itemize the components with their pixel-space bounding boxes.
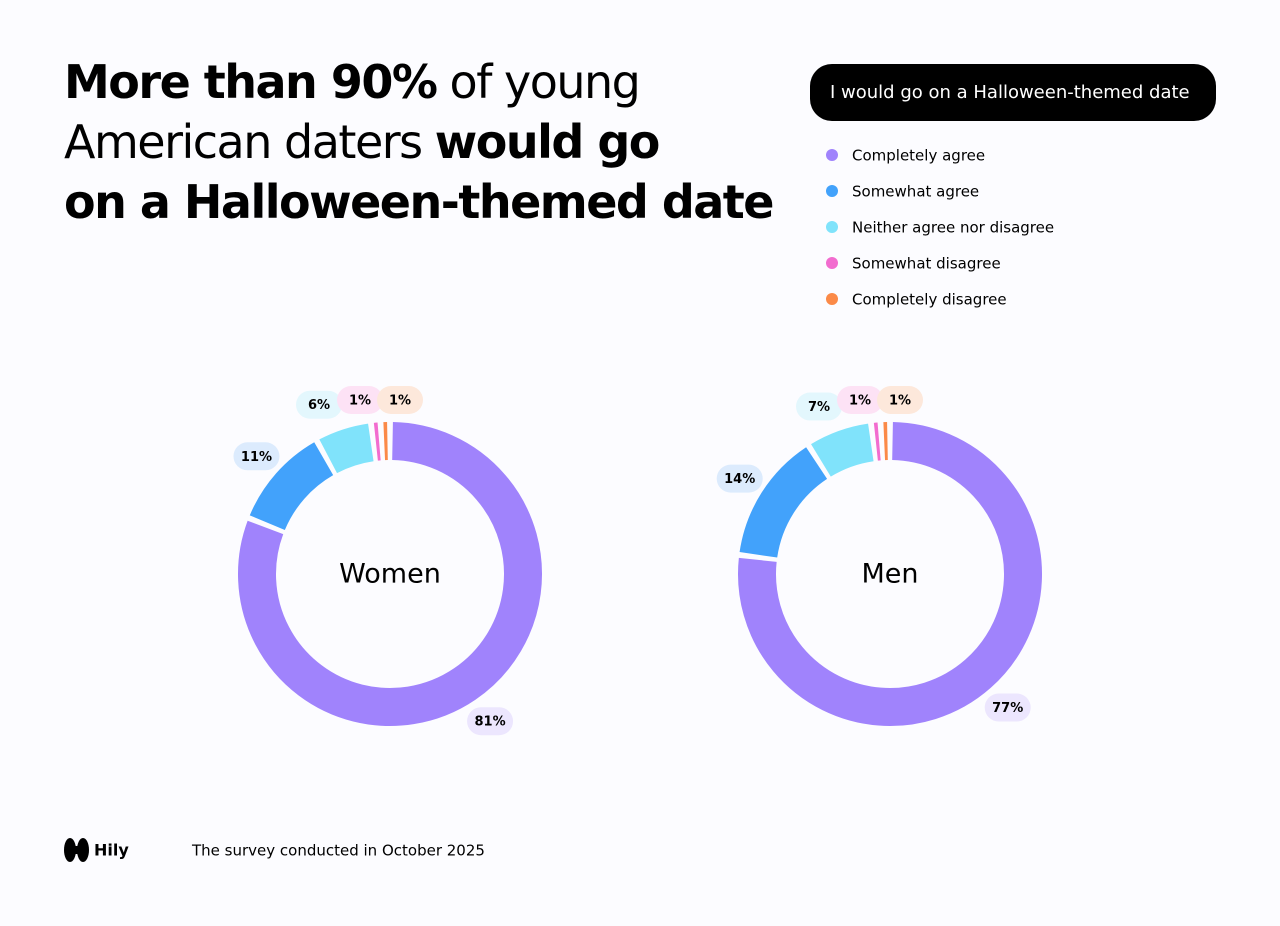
- headline-line: More than 90% of young: [64, 52, 773, 112]
- value-label-bg: [337, 386, 383, 414]
- value-label: 1%: [389, 394, 411, 409]
- headline: More than 90% of young American daters wo…: [64, 52, 775, 232]
- legend-title: I would go on a Halloween-themed date: [810, 64, 1216, 121]
- headline-text: on a Halloween-themed date: [64, 175, 775, 229]
- legend-swatch: [826, 257, 838, 269]
- legend-label: Somewhat disagree: [852, 255, 1001, 273]
- donut-segment: [811, 423, 875, 477]
- value-label-bg: [296, 390, 342, 419]
- value-label: 1%: [849, 394, 871, 409]
- legend-label: Completely agree: [852, 147, 985, 165]
- headline-text: American daters: [64, 115, 435, 169]
- donut-segment: [739, 447, 828, 559]
- headline-line: American daters would go: [64, 112, 773, 172]
- value-label-bg: [877, 386, 923, 414]
- legend-label: Somewhat agree: [852, 183, 979, 201]
- legend-swatch: [826, 293, 838, 305]
- legend-label: Neither agree nor disagree: [852, 219, 1054, 237]
- value-label-bg: [796, 392, 842, 421]
- donut-segment: [249, 442, 334, 531]
- logo: [64, 838, 89, 862]
- value-label: 7%: [808, 400, 830, 415]
- value-label-bg: [984, 693, 1031, 722]
- value-label-bg: [233, 442, 280, 471]
- donut-segment: [238, 422, 542, 726]
- value-label: 6%: [308, 398, 330, 413]
- value-label-bg: [467, 707, 514, 736]
- center-label: Women: [339, 559, 441, 590]
- donut-segment: [738, 422, 1042, 726]
- value-label: 14%: [724, 472, 755, 487]
- value-label: 81%: [474, 715, 505, 730]
- footer-note: The survey conducted in October 2025: [191, 842, 485, 860]
- value-label-bg: [837, 386, 883, 414]
- legend-swatch: [826, 221, 838, 233]
- headline-text: More than 90%: [64, 55, 438, 109]
- brand: Hily: [94, 841, 129, 860]
- value-label: 77%: [992, 701, 1023, 716]
- legend-swatch: [826, 149, 838, 161]
- donut-segment: [319, 423, 375, 474]
- center-label: Men: [861, 559, 918, 590]
- value-label-bg: [377, 386, 423, 414]
- headline-line: on a Halloween-themed date: [64, 172, 775, 232]
- value-label-bg: [716, 464, 763, 493]
- headline-text: of young: [436, 55, 641, 109]
- value-label: 1%: [349, 394, 371, 409]
- value-label: 11%: [241, 450, 272, 465]
- legend-label: Completely disagree: [852, 291, 1007, 309]
- value-label: 1%: [889, 394, 911, 409]
- legend-swatch: [826, 185, 838, 197]
- headline-text: would go: [434, 115, 661, 169]
